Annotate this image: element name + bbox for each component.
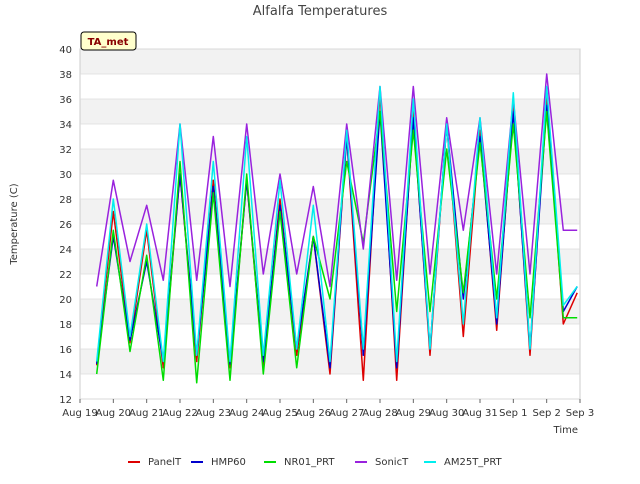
- x-axis-label: Time: [553, 425, 578, 436]
- y-tick-label: 26: [59, 220, 72, 231]
- x-tick-label: Aug 27: [329, 408, 364, 419]
- plot-band: [80, 99, 580, 124]
- y-axis-label: Temperature (C): [9, 183, 20, 265]
- legend-label: SonicT: [375, 457, 409, 468]
- plot-band: [80, 149, 580, 174]
- x-tick-label: Sep 3: [566, 408, 594, 419]
- y-tick-label: 18: [59, 320, 72, 331]
- station-label: TA_met: [88, 37, 129, 48]
- y-tick-label: 40: [59, 45, 72, 56]
- plot-band: [80, 49, 580, 74]
- x-tick-label: Aug 22: [162, 408, 197, 419]
- x-tick-label: Aug 24: [229, 408, 264, 419]
- y-axis-ticks: 12 14 16 18 20 22 24 26 28 30 32 34 36 38 40: [59, 45, 72, 406]
- series-line-nr01-prt: [95, 110, 578, 384]
- plot-background-bands: [80, 49, 580, 374]
- legend-label: PanelT: [148, 457, 182, 468]
- legend-label: AM25T_PRT: [444, 457, 503, 468]
- legend-label: HMP60: [211, 457, 246, 468]
- x-tick-label: Aug 19: [62, 408, 97, 419]
- x-tick-label: Aug 23: [196, 408, 231, 419]
- series-lines: [95, 73, 578, 384]
- y-tick-label: 12: [59, 395, 72, 406]
- y-tick-label: 22: [59, 270, 72, 281]
- station-label-box: TA_met: [80, 31, 137, 51]
- y-tick-label: 30: [59, 170, 72, 181]
- y-tick-label: 36: [59, 95, 72, 106]
- x-tick-label: Aug 26: [296, 408, 331, 419]
- x-tick-label: Aug 25: [262, 408, 297, 419]
- chart-title: Alfalfa Temperatures: [253, 4, 388, 19]
- plot-band: [80, 249, 580, 274]
- y-tick-label: 34: [59, 120, 72, 131]
- y-tick-label: 20: [59, 295, 72, 306]
- x-tick-label: Sep 2: [532, 408, 560, 419]
- y-tick-label: 24: [59, 245, 72, 256]
- x-tick-label: Aug 29: [396, 408, 431, 419]
- legend-label: NR01_PRT: [284, 457, 335, 468]
- y-tick-label: 28: [59, 195, 72, 206]
- x-tick-label: Aug 21: [129, 408, 164, 419]
- y-tick-label: 16: [59, 345, 72, 356]
- y-tick-label: 32: [59, 145, 72, 156]
- x-tick-label: Aug 28: [362, 408, 397, 419]
- x-tick-label: Aug 30: [429, 408, 464, 419]
- y-tick-label: 14: [59, 370, 72, 381]
- x-tick-label: Sep 1: [499, 408, 527, 419]
- series-line-am25t-prt: [95, 85, 578, 363]
- series-line-sonict: [95, 73, 578, 288]
- plot-band: [80, 199, 580, 224]
- x-tick-label: Aug 31: [462, 408, 497, 419]
- legend: PanelT HMP60 NR01_PRT SonicT AM25T_PRT: [128, 457, 503, 468]
- x-tick-label: Aug 20: [96, 408, 131, 419]
- y-tick-label: 38: [59, 70, 72, 81]
